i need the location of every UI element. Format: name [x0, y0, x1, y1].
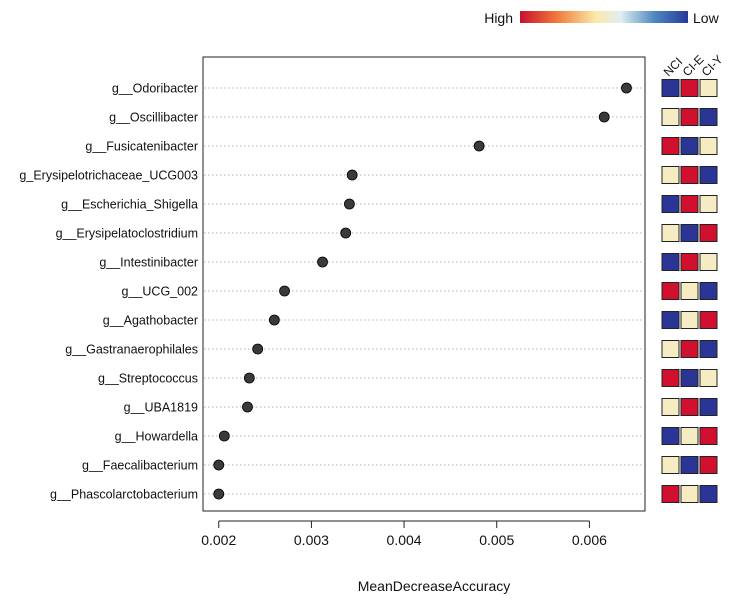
- heatmap-cell: [699, 253, 718, 271]
- data-point: [268, 314, 280, 326]
- heatmap-cell: [680, 398, 699, 416]
- category-label: g__Howardella: [115, 430, 198, 444]
- category-label: g__Oscillibacter: [109, 111, 198, 125]
- data-point: [243, 372, 255, 384]
- group-heatmap: [661, 79, 718, 503]
- category-label: g__Agathobacter: [103, 314, 198, 328]
- heatmap-cell: [680, 340, 699, 358]
- data-point: [213, 459, 225, 471]
- heatmap-cell: [680, 427, 699, 445]
- heatmap-cell: [680, 166, 699, 184]
- data-point: [252, 343, 264, 355]
- data-point: [340, 227, 352, 239]
- category-label: g__UBA1819: [124, 401, 198, 415]
- heatmap-cell: [699, 427, 718, 445]
- data-point: [279, 285, 290, 297]
- heatmap-cell: [699, 166, 718, 184]
- x-tick-label: 0.004: [387, 532, 422, 548]
- heatmap-cell: [699, 485, 718, 503]
- heatmap-cell: [661, 456, 680, 474]
- heatmap-cell: [680, 195, 699, 213]
- heatmap-cell: [699, 224, 718, 242]
- heatmap-cell: [661, 340, 680, 358]
- x-tick-label: 0.006: [572, 532, 607, 548]
- heatmap-column-label: CI-Y: [699, 52, 726, 79]
- heatmap-cell: [699, 108, 718, 126]
- data-point: [344, 198, 355, 210]
- heatmap-cell: [680, 224, 699, 242]
- category-label: g__UCG_002: [122, 285, 198, 299]
- category-label: g__Intestinibacter: [99, 256, 198, 270]
- category-label: g__Streptococcus: [98, 372, 198, 386]
- heatmap-cell: [661, 224, 680, 242]
- heatmap-cell: [661, 79, 680, 97]
- heatmap-cell: [680, 282, 699, 300]
- category-label: g__Escherichia_Shigella: [61, 198, 198, 212]
- category-label: g__Gastranaerophilales: [65, 343, 198, 357]
- heatmap-cell: [661, 137, 680, 155]
- gridlines: [204, 87, 644, 495]
- data-point: [242, 401, 253, 413]
- heatmap-cell: [680, 369, 699, 387]
- scale-high-label: High: [484, 10, 513, 26]
- category-label: g_Erysipelotrichaceae_UCG003: [19, 169, 198, 183]
- heatmap-cell: [661, 195, 680, 213]
- scale-low-label: Low: [693, 10, 720, 26]
- category-label: g__Fusicatenibacter: [85, 140, 198, 154]
- heatmap-cell: [699, 456, 718, 474]
- heatmap-cell: [661, 282, 680, 300]
- heatmap-cell: [661, 369, 680, 387]
- heatmap-cell: [699, 369, 718, 387]
- x-tick-label: 0.002: [201, 532, 236, 548]
- x-tick-label: 0.005: [479, 532, 514, 548]
- category-label: g__Odoribacter: [112, 82, 198, 96]
- heatmap-cell: [661, 166, 680, 184]
- heatmap-cell: [680, 79, 699, 97]
- heatmap-cell: [680, 137, 699, 155]
- heatmap-cell: [699, 282, 718, 300]
- heatmap-cell: [699, 79, 718, 97]
- plot-frame: [202, 56, 646, 512]
- data-point: [346, 169, 358, 181]
- heatmap-cell: [699, 311, 718, 329]
- data-point: [473, 140, 485, 152]
- heatmap-cell: [680, 456, 699, 474]
- heatmap-cell: [699, 398, 718, 416]
- category-label: g__Erysipelatoclostridium: [56, 227, 198, 241]
- heatmap-cell: [699, 137, 718, 155]
- heatmap-cell: [699, 195, 718, 213]
- heatmap-cell: [661, 253, 680, 271]
- heatmap-cell: [699, 340, 718, 358]
- heatmap-cell: [680, 253, 699, 271]
- color-scale-bar: [520, 11, 688, 23]
- heatmap-cell: [661, 398, 680, 416]
- x-tick-label: 0.003: [294, 532, 329, 548]
- heatmap-cell: [661, 485, 680, 503]
- x-axis-label: MeanDecreaseAccuracy: [358, 578, 511, 594]
- heatmap-cell: [661, 108, 680, 126]
- category-label: g__Faecalibacterium: [82, 459, 198, 473]
- x-axis: 0.002 0.003 0.004 0.005 0.006: [201, 520, 607, 548]
- data-point: [317, 256, 328, 268]
- category-labels: g__Odoribacter g__Oscillibacter g__Fusicat…: [19, 82, 198, 502]
- heatmap-cell: [680, 311, 699, 329]
- data-point: [621, 82, 632, 94]
- data-point: [598, 111, 610, 123]
- data-point: [218, 430, 230, 442]
- heatmap-cell: [680, 485, 699, 503]
- data-points: [213, 82, 632, 500]
- heatmap-cell: [680, 108, 699, 126]
- category-label: g__Phascolarctobacterium: [50, 488, 198, 502]
- data-point: [213, 488, 225, 500]
- heatmap-cell: [661, 311, 680, 329]
- heatmap-cell: [661, 427, 680, 445]
